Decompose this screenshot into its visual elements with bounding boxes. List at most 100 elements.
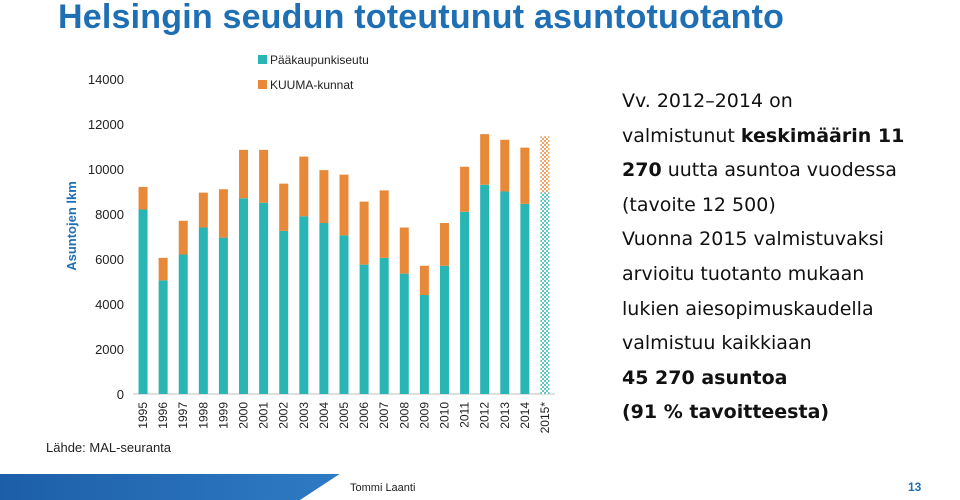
bar-kuuma-kunnat (138, 187, 148, 210)
legend-swatch (258, 80, 267, 89)
x-tick-label: 2009 (417, 402, 431, 429)
x-tick-label: 2013 (498, 402, 512, 429)
bar-paakaupunkiseutu (359, 264, 369, 394)
side-text-line: (tavoite 12 500) (622, 188, 952, 223)
bar-paakaupunkiseutu (419, 295, 429, 394)
bar-paakaupunkiseutu (439, 265, 449, 394)
x-tick-label: 1998 (196, 402, 210, 429)
side-text-span: valmistunut (622, 124, 741, 147)
legend-label: Pääkaupunkiseutu (270, 53, 369, 67)
bar-kuuma-kunnat (239, 149, 249, 199)
bar-kuuma-kunnat (299, 156, 309, 217)
bar-paakaupunkiseutu (299, 216, 309, 394)
bar-kuuma-kunnat (480, 134, 490, 185)
bar-kuuma-kunnat (419, 265, 429, 295)
legend-label: KUUMA-kunnat (270, 78, 354, 92)
x-tick-label: 2012 (478, 402, 492, 429)
bar-kuuma-kunnat (339, 174, 349, 236)
x-tick-label: 2006 (357, 402, 371, 429)
y-tick-label: 10000 (88, 162, 124, 177)
y-axis-label: Asuntojen lkm (64, 181, 79, 271)
x-tick-label: 2011 (458, 402, 472, 428)
side-text-line: 270 uutta asuntoa vuodessa (622, 153, 952, 188)
slide-title: Helsingin seudun toteutunut asuntotuotan… (58, 0, 785, 36)
side-text-span: valmistuu kaikkiaan (622, 332, 812, 355)
side-text-line: arvioitu tuotanto mukaan (622, 257, 952, 292)
bar-paakaupunkiseutu (339, 235, 349, 394)
x-tick-label: 2000 (237, 402, 251, 429)
bar-kuuma-kunnat (379, 190, 389, 258)
bar-kuuma-kunnat (540, 136, 550, 193)
source-note: Lähde: MAL-seuranta (46, 440, 172, 455)
footer-white-band (300, 474, 960, 500)
bar-paakaupunkiseutu (399, 273, 409, 394)
bar-paakaupunkiseutu (460, 211, 470, 394)
bar-kuuma-kunnat (259, 149, 269, 203)
side-text-line: Vv. 2012–2014 on (622, 84, 952, 119)
x-tick-label: 2004 (317, 402, 331, 429)
x-tick-label: 2014 (518, 402, 532, 429)
bar-kuuma-kunnat (158, 257, 168, 281)
bar-paakaupunkiseutu (480, 184, 490, 394)
x-tick-label: 2008 (397, 402, 411, 429)
side-text-line: valmistunut keskimäärin 11 (622, 119, 952, 154)
side-text-line: (91 % tavoitteesta) (622, 395, 952, 430)
x-tick-label: 1996 (156, 402, 170, 429)
bar-paakaupunkiseutu (158, 280, 168, 394)
bar-kuuma-kunnat (520, 147, 530, 204)
bar-kuuma-kunnat (198, 192, 208, 228)
bar-paakaupunkiseutu (239, 198, 249, 394)
y-tick-label: 14000 (88, 72, 124, 87)
y-tick-label: 0 (117, 387, 124, 402)
bar-paakaupunkiseutu (259, 202, 269, 394)
page-number: 13 (908, 480, 922, 494)
footer: Tommi Laanti 13 (0, 474, 960, 500)
side-text-span: lukien aiesopimuskaudella (622, 297, 874, 320)
stacked-bar-chart: 0 2000 4000 6000 8000 10000 12000 14000 1995 199… (64, 53, 555, 433)
bar-paakaupunkiseutu (379, 257, 389, 394)
side-text-line: lukien aiesopimuskaudella (622, 292, 952, 327)
x-tick-label: 2001 (257, 402, 271, 429)
bar-kuuma-kunnat (460, 166, 470, 212)
side-text-line: 45 270 asuntoa (622, 361, 952, 396)
bar-paakaupunkiseutu (218, 237, 228, 394)
y-tick-label: 8000 (95, 207, 124, 222)
x-tick-label: 2003 (297, 402, 311, 429)
bar-paakaupunkiseutu (319, 223, 329, 394)
x-tick-label: 2002 (277, 402, 291, 429)
side-text-line: Vuonna 2015 valmistuvaksi (622, 222, 952, 257)
bar-kuuma-kunnat (399, 227, 409, 274)
side-text-span: Vv. 2012–2014 on (622, 90, 793, 112)
bar-kuuma-kunnat (218, 189, 228, 238)
side-text-span: arvioitu tuotanto mukaan (622, 262, 865, 285)
y-tick-label: 12000 (88, 117, 124, 132)
bar-kuuma-kunnat (319, 170, 329, 223)
bar-paakaupunkiseutu (138, 209, 148, 394)
x-tick-label: 1999 (216, 402, 230, 429)
bar-kuuma-kunnat (439, 223, 449, 266)
side-text-span: (tavoite 12 500) (622, 193, 776, 216)
bar-kuuma-kunnat (359, 201, 369, 265)
x-tick-label: 2005 (337, 402, 351, 429)
x-tick-label: 2007 (377, 402, 391, 429)
x-tick-label: 1995 (136, 402, 150, 429)
bar-paakaupunkiseutu (540, 192, 550, 394)
legend-swatch (258, 55, 267, 64)
y-tick-label: 6000 (95, 252, 124, 267)
x-tick-label: 2010 (437, 402, 451, 429)
bar-paakaupunkiseutu (279, 230, 289, 394)
x-tick-label: 1997 (176, 402, 190, 429)
side-text-line: valmistuu kaikkiaan (622, 326, 952, 361)
bar-kuuma-kunnat (178, 220, 188, 255)
bar-kuuma-kunnat (500, 139, 510, 192)
side-text-bold: (91 % tavoitteesta) (622, 401, 830, 424)
side-text-bold: 270 (622, 159, 662, 182)
side-text-bold: keskimäärin 11 (740, 124, 905, 147)
bar-kuuma-kunnat (279, 183, 289, 231)
bar-paakaupunkiseutu (198, 227, 208, 394)
y-tick-label: 4000 (95, 297, 124, 312)
bar-paakaupunkiseutu (520, 203, 530, 394)
side-text-bold: 45 270 asuntoa (622, 366, 788, 389)
bar-paakaupunkiseutu (178, 254, 188, 394)
side-text-span: Vuonna 2015 valmistuvaksi (622, 228, 884, 251)
